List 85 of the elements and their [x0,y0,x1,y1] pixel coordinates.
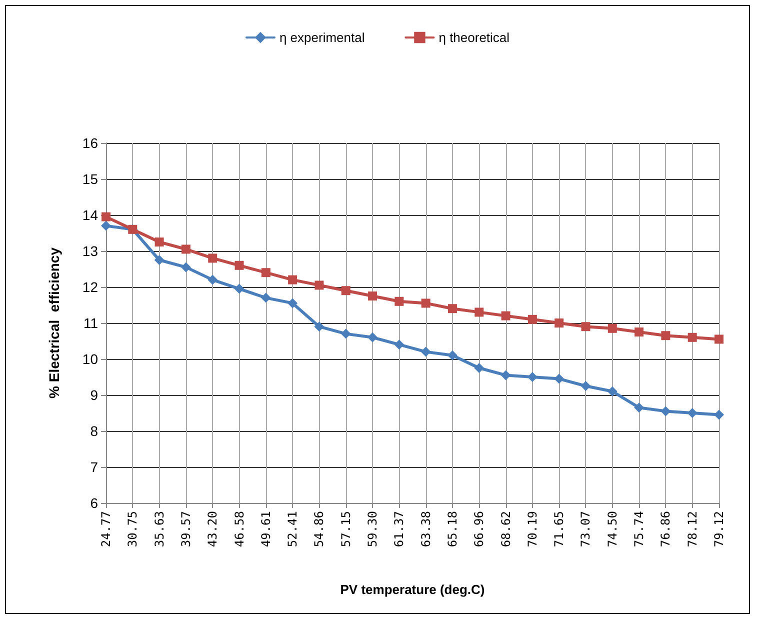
point [608,324,617,333]
x-tick-label: 70.19 [525,511,540,548]
point [687,408,698,418]
point [607,386,618,396]
point [180,262,191,272]
x-tick-label: 73.07 [578,511,593,548]
point [394,296,404,306]
x-tick-label: 75.74 [632,511,646,548]
point [288,275,298,284]
point [528,314,537,324]
x-tick-label: 24.77 [99,511,113,548]
x-tick-label: 52.41 [286,511,300,548]
y-tick-label: 11 [83,315,98,331]
x-tick-label: 54.86 [312,511,326,548]
x-tick-label: 68.62 [498,511,513,548]
point [500,370,511,380]
point [581,322,590,332]
point [394,340,404,350]
point [527,372,538,382]
point [714,334,724,344]
y-axis-title: % Electrical efficiency [46,247,62,398]
x-tick-label: 65.18 [445,511,460,548]
y-tick-label: 12 [82,279,98,295]
point [208,274,218,285]
legend-label: η theoretical [438,30,510,45]
point [660,406,671,416]
x-tick-label: 39.57 [178,511,193,548]
x-tick-label: 79.12 [712,511,726,548]
x-tick-label: 57.15 [338,511,353,548]
y-tick-label: 14 [82,207,98,223]
x-tick-label: 74.50 [605,511,620,548]
x-tick-label: 66.96 [472,511,486,548]
x-tick-label: 43.20 [206,511,220,548]
point [101,220,111,231]
point [234,284,244,294]
y-tick-label: 13 [82,243,98,259]
y-tick-label: 10 [82,351,98,367]
point [634,402,644,413]
point [634,328,644,336]
point [420,346,431,357]
point [260,292,271,303]
point [368,292,378,300]
x-tick-label: 76.86 [658,511,673,548]
x-tick-label: 46.58 [232,511,246,548]
point [448,304,457,314]
point [447,350,458,360]
point [580,381,591,391]
x-tick-label: 63.38 [418,511,433,548]
x-tick-label: 78.12 [685,511,700,548]
point [368,332,378,342]
y-tick-label: 7 [90,459,98,475]
point [154,255,164,265]
y-tick-label: 6 [90,495,98,511]
x-tick-label: 35.63 [152,511,166,548]
point [474,308,484,317]
y-tick-label: 9 [90,387,98,403]
point [181,244,190,254]
point [340,328,351,339]
x-tick-label: 71.65 [552,511,566,548]
x-axis-title: PV temperature (deg.C) [340,582,485,597]
x-tick-label: 61.37 [392,511,406,548]
y-tick-label: 15 [82,171,98,187]
point [102,212,110,222]
point [288,298,298,308]
x-tick-label: 49.61 [258,511,273,548]
point [341,286,350,296]
point [474,363,484,373]
point [554,374,564,384]
point [421,298,430,308]
point [234,260,244,270]
point [314,280,324,290]
x-tick-label: 30.75 [126,511,140,548]
point [714,410,724,420]
x-tick-label: 59.30 [366,511,380,548]
point [554,318,564,328]
point [688,332,697,342]
point [154,238,164,246]
legend-label: η experimental [279,30,365,45]
point [501,311,510,320]
point [261,268,270,278]
point [208,254,218,263]
y-tick-label: 16 [82,135,98,151]
point [661,331,670,340]
point [314,322,324,332]
y-tick-label: 8 [90,423,98,439]
